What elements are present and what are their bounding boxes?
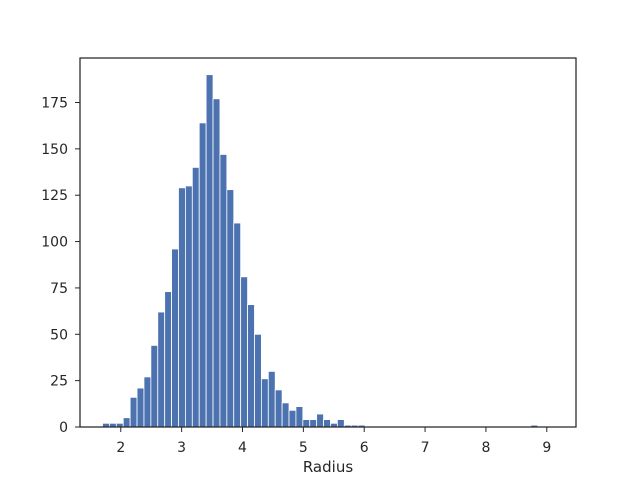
x-tick-label: 8 xyxy=(481,440,490,456)
y-axis-ticks: 0 25 50 75 100 125 150 175 xyxy=(41,96,80,436)
histogram-bar xyxy=(129,396,138,428)
x-tick-label: 6 xyxy=(360,440,369,456)
histogram-bar xyxy=(198,122,207,428)
histogram-bar xyxy=(178,187,186,428)
x-axis-label: Radius xyxy=(303,458,353,476)
histogram-bar xyxy=(219,154,228,428)
histogram-bar xyxy=(316,413,324,428)
histogram-bar xyxy=(323,419,331,428)
x-tick-label: 5 xyxy=(299,440,308,456)
histogram-bar xyxy=(274,389,283,428)
y-tick-label: 25 xyxy=(50,374,68,390)
x-tick-label: 9 xyxy=(542,440,551,456)
histogram-bar xyxy=(136,387,145,428)
histogram-bar xyxy=(157,311,166,428)
histogram-bar xyxy=(185,185,193,428)
x-tick-label: 2 xyxy=(116,440,125,456)
histogram-bar xyxy=(295,406,304,428)
histogram-bar xyxy=(150,345,159,428)
y-tick-label: 50 xyxy=(50,327,68,343)
plot-frame xyxy=(79,57,577,428)
y-tick-label: 175 xyxy=(41,96,68,112)
histogram-bar xyxy=(212,98,221,428)
bars-layer xyxy=(102,74,539,428)
histogram-bar xyxy=(288,409,297,428)
histogram-bar xyxy=(171,248,179,428)
histogram-bar xyxy=(240,276,248,428)
x-axis-ticks: 2 3 4 5 6 7 8 9 xyxy=(116,427,551,456)
histogram-bar xyxy=(191,167,200,428)
histogram-bar xyxy=(302,419,311,428)
histogram-bar xyxy=(122,417,131,428)
histogram-bar xyxy=(267,370,276,428)
y-tick-label: 125 xyxy=(41,188,68,204)
histogram-bar xyxy=(336,419,345,428)
x-tick-label: 7 xyxy=(421,440,430,456)
y-tick-label: 0 xyxy=(59,420,68,436)
y-tick-label: 75 xyxy=(50,281,68,297)
histogram-bar xyxy=(309,419,318,428)
histogram-bar xyxy=(143,376,152,428)
x-tick-label: 3 xyxy=(177,440,186,456)
x-tick-label: 4 xyxy=(238,440,247,456)
y-tick-label: 150 xyxy=(41,142,68,158)
histogram-bar xyxy=(164,291,172,428)
y-tick-label: 100 xyxy=(41,235,68,251)
histogram-bar xyxy=(226,189,235,428)
histogram-bar xyxy=(247,304,255,428)
histogram-bar xyxy=(205,74,214,428)
histogram-bar xyxy=(281,402,290,428)
histogram-bar xyxy=(254,333,262,428)
histogram-bar xyxy=(233,222,242,428)
histogram-bar xyxy=(260,378,269,428)
